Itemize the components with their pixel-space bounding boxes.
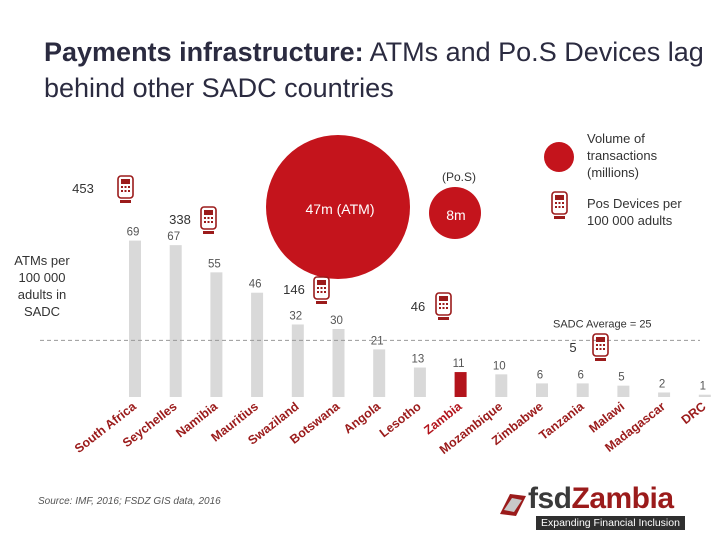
bar-botswana bbox=[332, 329, 345, 397]
logo-tagline: Expanding Financial Inclusion bbox=[536, 516, 685, 530]
bar-value-botswana: 30 bbox=[330, 315, 343, 327]
bar-lesotho bbox=[413, 367, 426, 397]
bar-value-mozambique: 10 bbox=[493, 360, 506, 372]
bar-angola bbox=[373, 349, 386, 397]
bar-value-swaziland: 32 bbox=[289, 310, 302, 322]
pos-value-south-africa: 453 bbox=[72, 181, 94, 196]
bar-madagascar bbox=[658, 392, 671, 397]
bar-value-mauritius: 46 bbox=[249, 279, 262, 291]
pos-header: (Po.S) bbox=[442, 170, 477, 184]
pos-device-icon-namibia bbox=[200, 206, 217, 234]
title-rest: ATMs and Po.S Devices lag behind other S… bbox=[44, 37, 704, 103]
category-label-lesotho: Lesotho bbox=[377, 399, 424, 440]
bar-value-zimbabwe: 6 bbox=[537, 369, 543, 381]
logo-wordmark: fsdZambia bbox=[528, 482, 674, 515]
logo-mark-icon bbox=[500, 494, 526, 516]
pos-device-icon-angola bbox=[313, 276, 330, 304]
bar-value-zambia: 11 bbox=[453, 358, 465, 370]
sadc-average-label: SADC Average = 25 bbox=[553, 318, 652, 330]
bar-seychelles bbox=[169, 245, 182, 397]
bar-value-seychelles: 67 bbox=[167, 231, 180, 243]
bar-drc bbox=[698, 394, 711, 397]
pos-device-icon-south-africa bbox=[117, 175, 134, 203]
pos-value-namibia: 338 bbox=[169, 212, 191, 227]
pos-value-zimbabwe: 46 bbox=[411, 299, 425, 314]
bar-swaziland bbox=[291, 324, 304, 397]
atm-volume-label: 47m (ATM) bbox=[306, 201, 375, 217]
bar-zimbabwe bbox=[536, 383, 548, 397]
legend-pos-label: Pos Devices per 100 000 adults bbox=[587, 196, 682, 228]
bar-value-lesotho: 13 bbox=[412, 354, 425, 366]
page-title: Payments infrastructure: ATMs and Po.S D… bbox=[44, 34, 704, 106]
bar-zambia bbox=[454, 372, 467, 397]
legend-volume-label: Volume of transactions (millions) bbox=[587, 131, 658, 180]
category-label-drc: DRC bbox=[679, 399, 709, 427]
pos-value-angola: 146 bbox=[283, 282, 305, 297]
title-bold: Payments infrastructure: bbox=[44, 37, 364, 67]
fsd-zambia-logo: fsdZambia Expanding Financial Inclusion bbox=[496, 482, 696, 532]
bar-value-tanzania: 6 bbox=[577, 369, 583, 381]
atm-volume-circle bbox=[266, 135, 410, 279]
bar-value-madagascar: 2 bbox=[659, 378, 665, 390]
bar-malawi bbox=[617, 385, 630, 397]
pos-device-icon-zambia bbox=[592, 333, 609, 361]
legend-pos-device-icon bbox=[551, 191, 568, 219]
atm-axis-label: ATMs per 100 000 adults in SADC bbox=[14, 253, 70, 319]
bar-value-namibia: 55 bbox=[208, 258, 221, 270]
bar-tanzania bbox=[576, 383, 589, 397]
pos-value-zambia: 5 bbox=[569, 340, 576, 355]
bar-value-drc: 1 bbox=[700, 381, 706, 393]
pos-volume-circle bbox=[429, 187, 481, 239]
legend-circle-icon bbox=[544, 142, 574, 172]
bar-mozambique bbox=[495, 374, 508, 397]
source-note: Source: IMF, 2016; FSDZ GIS data, 2016 bbox=[38, 496, 221, 507]
bar-value-south-africa: 69 bbox=[127, 227, 140, 239]
category-label-tanzania: Tanzania bbox=[537, 399, 588, 443]
bar-value-angola: 21 bbox=[371, 335, 384, 347]
bar-south-africa bbox=[129, 240, 141, 397]
pos-volume-label: 8m bbox=[446, 207, 465, 223]
pos-device-icon-zimbabwe bbox=[435, 292, 452, 320]
bar-namibia bbox=[210, 272, 223, 397]
bar-value-malawi: 5 bbox=[618, 372, 624, 384]
bar-mauritius bbox=[251, 292, 264, 397]
